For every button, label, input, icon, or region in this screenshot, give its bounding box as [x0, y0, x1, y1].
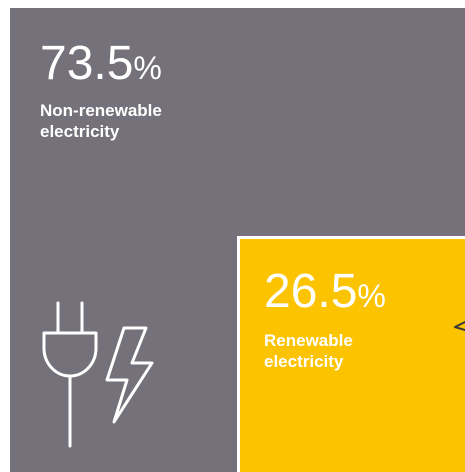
partial-icon — [454, 321, 465, 331]
renewable-area — [237, 236, 465, 472]
renewable-label: Renewable electricity — [264, 331, 353, 371]
non-renewable-label: Non-renewable electricity — [40, 101, 162, 141]
plug-icon — [42, 301, 98, 448]
non-renewable-percent: 73.5% — [40, 37, 162, 90]
renewable-percent: 26.5% — [264, 265, 386, 318]
lightning-bolt-icon — [105, 326, 154, 424]
